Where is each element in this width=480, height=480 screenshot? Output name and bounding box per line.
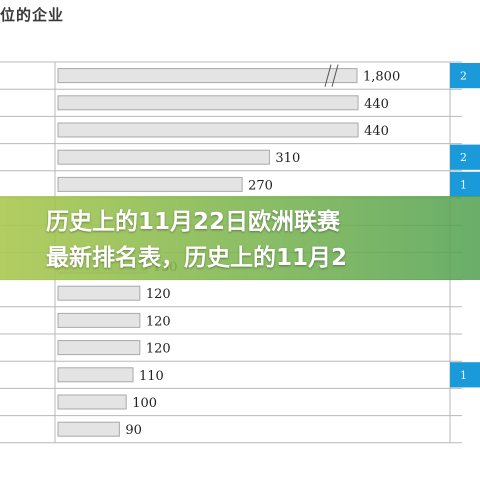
banner-title-line-2: 最新排名表，历史上的11月2 (46, 245, 348, 271)
bar (57, 176, 243, 192)
axis-break-mark (324, 64, 332, 87)
bar-value-label: 120 (146, 314, 171, 329)
bar-value-label: 310 (275, 151, 300, 166)
bar-value-label: 270 (248, 178, 273, 193)
rank-badge (450, 362, 480, 388)
rank-badge (450, 144, 480, 170)
rank-badge-label: 2 (460, 70, 467, 83)
bar-value-label: 1,800 (363, 70, 400, 85)
banner-title-line-1: 历史上的11月22日欧洲联赛 (46, 209, 341, 235)
rank-badge-label: 1 (460, 369, 467, 382)
bar-value-label: 90 (125, 423, 142, 438)
bar (57, 367, 134, 383)
bar (57, 95, 359, 111)
bar (57, 122, 359, 138)
bar-value-label: 100 (132, 396, 157, 411)
bar (57, 340, 141, 356)
bar (57, 149, 270, 165)
rank-badge (450, 171, 480, 197)
rank-badge (450, 63, 480, 89)
rank-badge-label: 1 (460, 178, 467, 191)
rank-badge-label: 2 (460, 151, 467, 164)
bar-value-label: 120 (146, 287, 171, 302)
bar (57, 68, 358, 84)
title-banner: 历史上的11月22日欧洲联赛 最新排名表，历史上的11月2 (0, 196, 480, 280)
bar (57, 312, 141, 328)
axis-break-mark (331, 64, 339, 87)
bar (57, 421, 120, 437)
page-heading: 位的企业 (0, 6, 65, 24)
bar-value-label: 120 (146, 342, 171, 357)
bar-value-label: 440 (364, 97, 389, 112)
bar-value-label: 110 (139, 369, 164, 384)
bar (57, 394, 127, 410)
bar (57, 285, 141, 301)
bar-value-label: 440 (364, 124, 389, 139)
